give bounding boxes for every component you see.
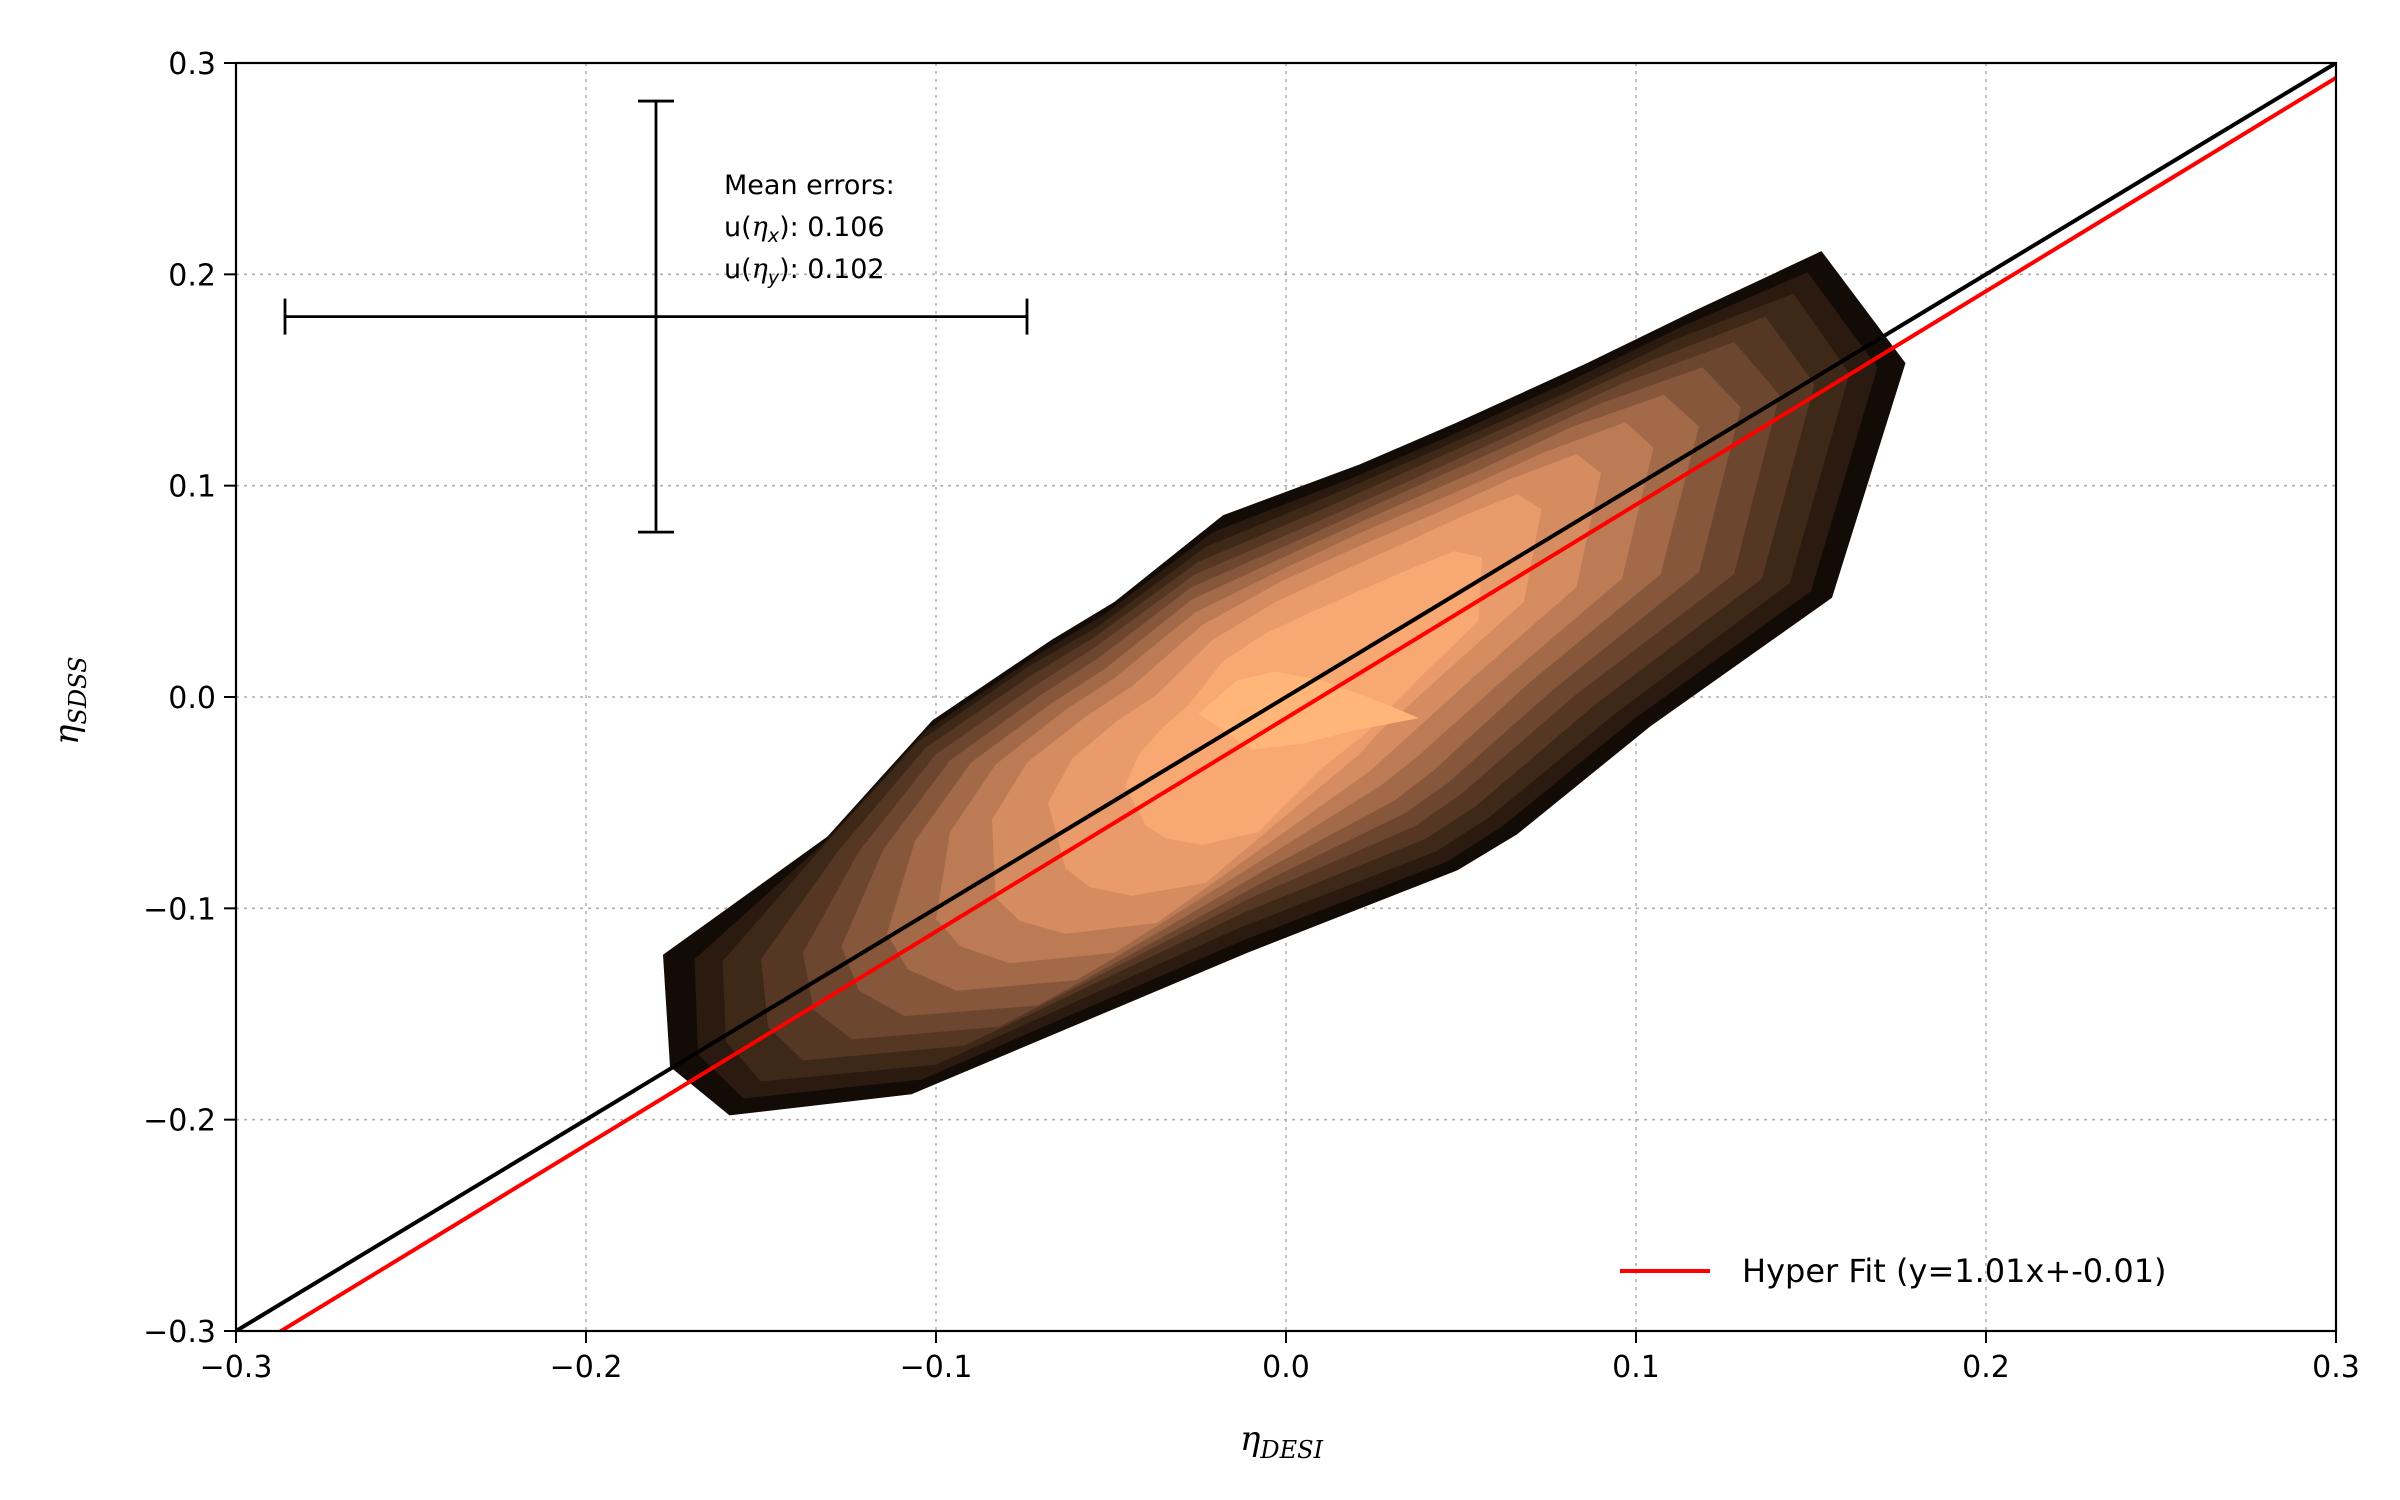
annotation-uy-value: ): 0.102 <box>779 254 885 285</box>
annotation-ux-value: ): 0.106 <box>779 212 885 243</box>
y-tick-label: −0.2 <box>143 1104 216 1139</box>
y-tick-label: 0.0 <box>168 681 216 716</box>
legend: Hyper Fit (y=1.01x+-0.01) <box>1620 1252 2167 1290</box>
x-tick-label: 0.1 <box>1612 1350 1660 1385</box>
x-tick-label: −0.2 <box>550 1350 623 1385</box>
y-tick-label: 0.2 <box>168 258 216 293</box>
y-axis-label-var: η <box>47 724 87 745</box>
y-tick-label: 0.3 <box>168 47 216 82</box>
identity-line <box>236 63 2336 1331</box>
hyper-fit-line <box>277 76 2336 1331</box>
x-tick-label: −0.1 <box>900 1350 973 1385</box>
x-tick-label: −0.3 <box>200 1350 273 1385</box>
annotation-title: Mean errors: <box>724 170 895 201</box>
x-tick-label: 0.0 <box>1262 1350 1310 1385</box>
x-axis-label: ηDESI <box>1240 1419 1324 1464</box>
mean-error-bars <box>283 99 1029 534</box>
annotation-uy-prefix: u( <box>724 254 752 285</box>
contour-level-11 <box>1198 671 1419 750</box>
fit-lines <box>236 63 2336 1331</box>
axis-ticks: −0.3 −0.2 −0.1 0.0 0.1 0.2 0.3 −0.3 −0.2 −0.1 0.0 0… <box>143 47 2360 1385</box>
y-axis-label-sub: SDSS <box>64 656 92 724</box>
y-tick-label: 0.1 <box>168 470 216 505</box>
x-tick-label: 0.3 <box>2312 1350 2360 1385</box>
annotation-uy-var: η <box>752 254 768 285</box>
x-tick-label: 0.2 <box>1962 1350 2010 1385</box>
annotation-uy: u(ηy): 0.102 <box>724 254 885 289</box>
x-axis-label-sub: DESI <box>1259 1436 1323 1464</box>
y-tick-label: −0.1 <box>143 892 216 927</box>
y-axis-label: ηSDSS <box>47 656 92 745</box>
annotation-uy-sub: y <box>767 267 780 289</box>
y-tick-label: −0.3 <box>143 1315 216 1350</box>
legend-label-hyper-fit: Hyper Fit (y=1.01x+-0.01) <box>1742 1252 2167 1290</box>
annotation-ux-var: η <box>752 212 768 243</box>
x-axis-label-var: η <box>1240 1419 1261 1459</box>
annotation-ux-prefix: u( <box>724 212 752 243</box>
annotation-ux-sub: x <box>767 225 780 247</box>
annotation-ux: u(ηx): 0.106 <box>724 212 885 247</box>
